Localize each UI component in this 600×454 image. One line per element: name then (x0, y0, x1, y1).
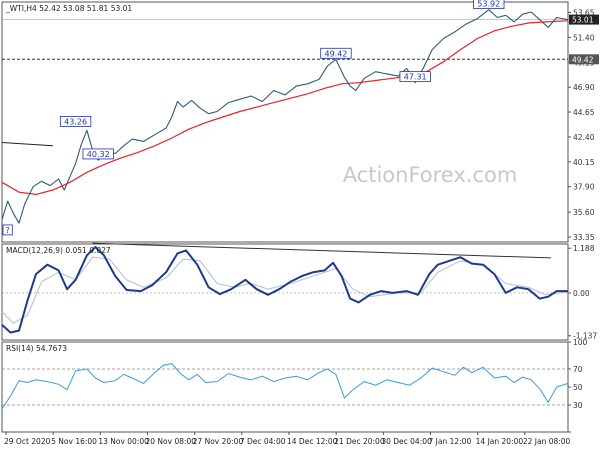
x-tick-label: 7 Jan 12:00 (429, 437, 472, 446)
annotation-box (399, 71, 431, 83)
annotation-label: 49.42 (324, 49, 347, 58)
annotation-box (82, 148, 114, 160)
x-tick-label: 14 Dec 12:00 (287, 437, 338, 446)
main-ytick-label: 44.65 (573, 108, 595, 117)
annotation-label: 43.26 (64, 117, 87, 126)
x-tick-label: 22 Jan 08:00 (523, 437, 571, 446)
annotation-box (320, 47, 352, 59)
x-tick-label: 29 Oct 2020 (4, 437, 51, 446)
rsi-ytick-label: 30 (573, 401, 583, 410)
rsi-series-line (1, 363, 569, 409)
macd-ytick-label: 1.188 (573, 244, 595, 253)
watermark-text: ActionForex.com (343, 163, 518, 187)
x-tick-label: 30 Dec 04:00 (381, 437, 432, 446)
current-price-label: 53.01 (572, 16, 594, 25)
rsi-ytick-label: 100 (573, 338, 588, 347)
rsi-ytick-label: 70 (573, 365, 583, 374)
price-series-line (1, 9, 569, 224)
macd-ytick-label: -1.137 (573, 332, 597, 341)
annotation-box (473, 0, 505, 9)
main-trendline (1, 141, 53, 147)
level-price-tag (569, 54, 599, 65)
main-ytick-label: 33.35 (573, 233, 595, 242)
x-tick-label: 5 Nov 16:00 (51, 437, 97, 446)
annotation-label: 53.92 (477, 0, 500, 9)
annotation-label: 47.31 (404, 73, 427, 82)
x-tick-label: 13 Nov 00:00 (98, 437, 149, 446)
level-price-label: 49.42 (572, 55, 594, 64)
annotation-box (59, 116, 92, 127)
macd-trendline (92, 242, 552, 259)
main-header: _WTI,H4 52.42 53.08 51.81 53.01 (5, 4, 132, 13)
macd-main-line (1, 246, 568, 334)
x-tick-label: 20 Nov 08:00 (146, 437, 197, 446)
macd-ytick-label: 0.00 (573, 289, 590, 298)
main-ytick-label: 53.65 (573, 9, 595, 18)
annotation-box (2, 224, 13, 236)
main-pane-frame (1, 1, 569, 243)
main-ytick-label: 46.90 (573, 83, 595, 92)
macd-header: MACD(12,26,9) 0.051 0.027 (6, 246, 111, 255)
main-ytick-label: 42.40 (573, 133, 595, 142)
x-tick-label: 27 Nov 20:00 (193, 437, 244, 446)
current-price-tag (569, 14, 599, 25)
ema-series-line (1, 20, 569, 196)
x-tick-label: 21 Dec 20:00 (334, 437, 385, 446)
rsi-header: RSI(14) 54.7673 (6, 344, 67, 353)
main-ytick-label: 51.40 (573, 33, 595, 42)
main-ytick-label: 35.60 (573, 208, 595, 217)
annotation-label: ? (6, 226, 10, 235)
x-tick-label: 7 Dec 04:00 (240, 437, 286, 446)
rsi-ytick-label: 50 (573, 383, 583, 392)
annotation-label: 40.32 (87, 150, 110, 159)
main-ytick-label: 40.15 (573, 158, 595, 167)
main-ytick-label: 37.90 (573, 183, 595, 192)
x-tick-label: 14 Jan 20:00 (476, 437, 524, 446)
